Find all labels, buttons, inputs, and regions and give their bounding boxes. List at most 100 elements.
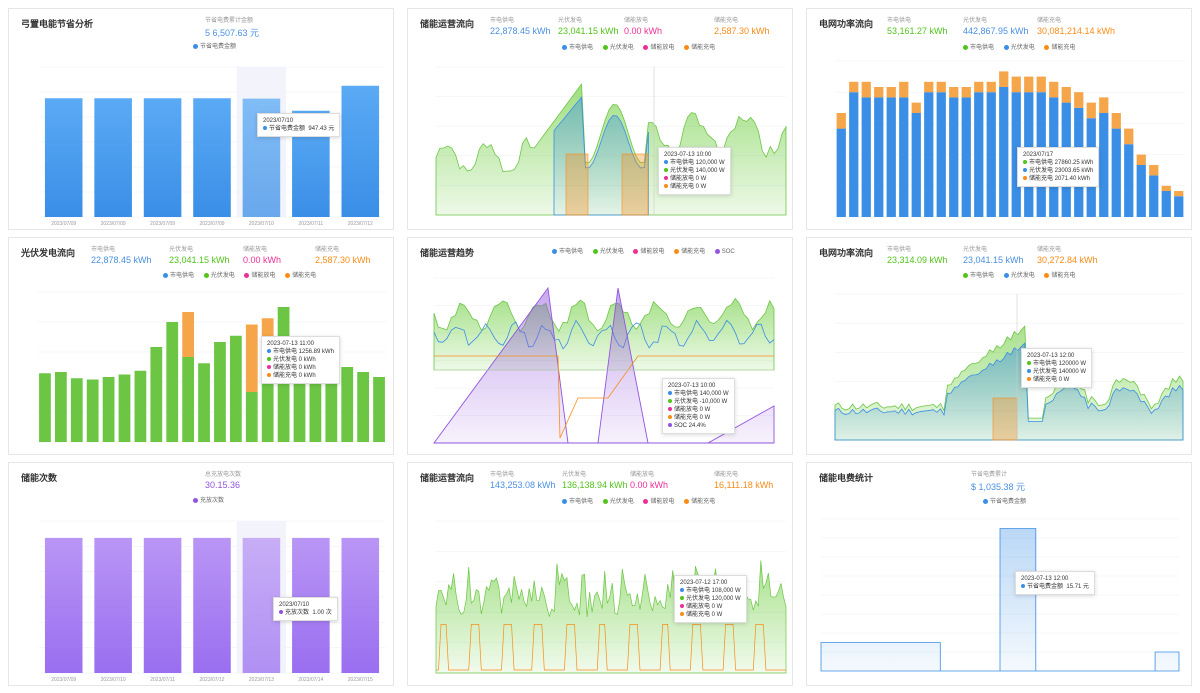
bar-segment [861, 81, 871, 98]
area-chart[interactable] [408, 9, 793, 230]
bar-segment [150, 347, 163, 442]
chart-tooltip: 2023-07-13 11:00 市电供电 1256.89 kWh 光伏发电 0… [261, 336, 341, 384]
x-tick-label: 2023/07/12 [348, 221, 373, 227]
bar-segment [986, 92, 996, 217]
bar-segment [899, 97, 909, 217]
bar-segment [1011, 76, 1021, 93]
chart-legend[interactable]: 节省电费金额 [979, 496, 1030, 505]
bar [341, 537, 380, 673]
bar-segment [182, 357, 195, 442]
bar-segment [899, 81, 909, 98]
panel-title: 储能运营趋势 [420, 248, 475, 258]
stat-charge: 储能充电 30,272.84 kWh [1037, 247, 1098, 265]
bar-segment [102, 377, 115, 442]
bar-segment [1061, 87, 1071, 103]
bar-chart[interactable]: 2023/07/09 2023/07/10 2023/07/11 2023/07/12… [9, 463, 394, 686]
panel-grid-power: 电网功率流向 市电供电 53,161.27 kWh 光伏发电 442,867.95 … [806, 8, 1192, 230]
bar-segment [1111, 113, 1121, 129]
bar-segment [911, 102, 921, 113]
bar-segment [886, 87, 896, 98]
stat-charge: 储能充电 30,081,214.14 kWh [1037, 18, 1116, 36]
chart-legend[interactable]: 节省电费金额 [189, 41, 240, 50]
stat-charge: 储能充电 2,587.30 kWh [315, 247, 371, 265]
panel-storage-trend: 储能运营趋势 市电供电 光伏发电 储能放电 储能充电 SOC 2023-07-1… [407, 237, 793, 455]
charge-area [621, 153, 649, 216]
bar [341, 85, 380, 217]
x-tick-label: 2023/07/09 [101, 221, 126, 227]
chart-tooltip: 2023/07/10 充放次数 1.00 次 [273, 597, 338, 621]
bar-segment [874, 97, 884, 217]
bar-segment [1074, 92, 1084, 108]
stat-charge: 储能充电 16,111.18 kWh [714, 472, 774, 490]
stat-discharge: 储能放电 0.00 kWh [243, 247, 282, 265]
bar-segment [373, 377, 385, 442]
chart-legend[interactable]: 市电供电 光伏发电 储能放电 储能充电 SOC [548, 246, 739, 255]
bar-segment [118, 374, 131, 442]
bar-segment [1174, 196, 1184, 217]
bar-segment [999, 87, 1009, 217]
bar-segment [1136, 165, 1146, 217]
panel-cycle-count: 储能次数 总充放电次数 30.15.36 充放次数 2023/07/09 2023… [8, 462, 394, 686]
bar-segment [261, 357, 274, 442]
bar-segment [1049, 81, 1059, 98]
x-tick-label: 2023/07/09 [150, 221, 175, 227]
chart-legend[interactable]: 市电供电 光伏发电 储能充电 [959, 42, 1079, 51]
bar-segment [86, 379, 99, 442]
chart-tooltip: 2023-07-13 10:00 市电供电 140,000 W 光伏发电 -10… [662, 378, 735, 434]
bar-segment [309, 352, 322, 442]
bar-segment [214, 342, 226, 442]
bar-segment [1149, 175, 1159, 217]
chart-tooltip: 2023/07/10 节省电费金额 947.43 元 [257, 113, 341, 137]
bar-segment [54, 372, 67, 442]
charge-area [992, 397, 1018, 441]
bar-segment [1124, 144, 1134, 217]
bar [44, 98, 83, 217]
area-chart[interactable] [807, 238, 1192, 455]
chart-legend[interactable]: 市电供电 光伏发电 储能放电 储能充电 [558, 496, 719, 505]
chart-tooltip: 2023-07-13 10:00 市电供电 120,000 W 光伏发电 140… [658, 147, 731, 195]
bar-segment [1099, 97, 1109, 113]
bar-segment [1124, 128, 1134, 145]
chart-legend[interactable]: 市电供电 光伏发电 储能放电 储能充电 [159, 270, 320, 279]
bar-segment [229, 335, 242, 442]
stat-grid: 市电供电 53,161.27 kWh [887, 18, 948, 36]
stat-charge: 储能充电 2,587.30 kWh [714, 18, 770, 36]
panel-energy-saving: 弓置电能节省分析 节省电费累计金额 5 6,507.63 元 节省电费金额 20… [8, 8, 394, 230]
bar-segment [39, 373, 51, 442]
bar-segment [849, 92, 859, 217]
chart-legend[interactable]: 市电供电 光伏发电 储能放电 储能充电 [558, 42, 719, 51]
charge-line [436, 624, 786, 671]
bar-segment [861, 97, 871, 217]
chart-legend[interactable]: 市电供电 光伏发电 储能充电 [959, 270, 1079, 279]
x-tick-label: 2023/07/09 [199, 221, 224, 227]
bar [44, 537, 83, 673]
bar-segment [974, 92, 984, 217]
bar-segment [1036, 76, 1046, 93]
stat-total-saving: 节省电费累计 $ 1,035.38 元 [971, 472, 1026, 492]
panel-title: 光伏发电流向 [21, 248, 76, 258]
charge-line [434, 355, 774, 439]
bar-segment [974, 81, 984, 93]
mixed-chart[interactable] [408, 238, 793, 455]
panel-title: 电网功率流向 [819, 19, 874, 29]
bar-segment [886, 97, 896, 217]
bar-chart[interactable]: 2023/07/09 2023/07/09 2023/07/09 2023/07/09… [9, 9, 394, 230]
bar-segment [986, 81, 996, 93]
stat-grid: 市电供电 143,253.08 kWh [490, 472, 556, 490]
stacked-bar-chart[interactable] [807, 9, 1192, 230]
bar-segment [911, 113, 921, 217]
chart-legend[interactable]: 充放次数 [189, 495, 228, 504]
panel-storage-flow: 储能运营流向 市电供电 22,878.45 kWh 光伏发电 23,041.15 k… [407, 8, 793, 230]
saving-area [820, 528, 1180, 672]
panel-title: 储能电费统计 [819, 473, 874, 483]
bar-segment [961, 87, 971, 98]
area-chart[interactable] [807, 463, 1192, 686]
bar-segment [1174, 191, 1184, 197]
stat-solar: 光伏发电 23,041.15 kWh [169, 247, 230, 265]
bar-segment [1111, 128, 1121, 217]
bar-segment [1086, 102, 1096, 119]
bar-segment [70, 378, 83, 442]
chart-tooltip: 2023-07-12 17:00 市电供电 108,000 W 光伏发电 120… [674, 575, 747, 623]
bar-segment [924, 92, 934, 217]
x-tick-label: 2023/07/15 [348, 677, 373, 683]
